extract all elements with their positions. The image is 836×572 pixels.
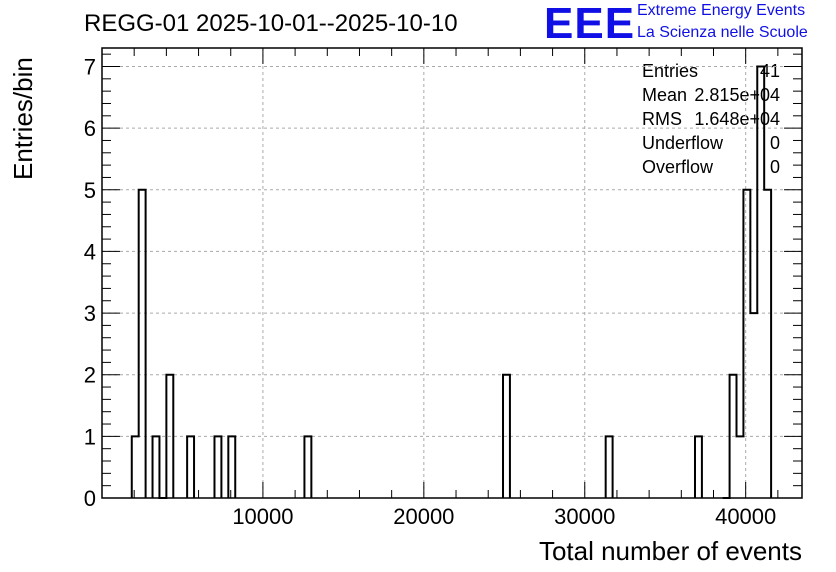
eee-logo: EEE xyxy=(544,0,636,48)
y-tick-label: 0 xyxy=(84,486,96,511)
stat-value: 2.815e+04 xyxy=(694,85,780,105)
logo-line-1: Extreme Energy Events xyxy=(637,2,806,19)
histogram-bin xyxy=(187,436,194,498)
y-tick-label: 2 xyxy=(84,363,96,388)
y-tick-label: 5 xyxy=(84,178,96,203)
y-axis-label: Entries/bin xyxy=(8,57,38,180)
histogram-bars xyxy=(130,65,773,499)
x-tick-label: 10000 xyxy=(232,504,293,529)
stat-name: Mean xyxy=(642,85,688,105)
y-tick-label: 4 xyxy=(84,239,96,264)
histogram-bin xyxy=(228,436,235,498)
stat-row-rms: RMS 1.648e+04 xyxy=(642,108,780,132)
stat-value: 1.648e+04 xyxy=(694,109,780,129)
histogram-bin xyxy=(153,436,160,498)
y-tick-label: 7 xyxy=(84,54,96,79)
histogram-bin xyxy=(606,436,613,498)
logo-line-2: La Scienza nelle Scuole xyxy=(637,24,808,41)
histogram-outline xyxy=(130,65,773,499)
histogram-bin xyxy=(757,66,764,498)
histogram-bin xyxy=(214,436,221,498)
axes: 10000 20000 30000 40000 0 1 2 3 4 5 6 7 xyxy=(84,47,803,529)
histogram-bin xyxy=(764,190,771,498)
plot-frame xyxy=(101,47,803,499)
histogram-bin xyxy=(132,436,139,498)
histogram-bin xyxy=(304,436,311,498)
y-tick-label: 3 xyxy=(84,301,96,326)
histogram-bin xyxy=(743,190,750,498)
stat-name: Overflow xyxy=(642,157,714,177)
histogram-bin xyxy=(695,436,702,498)
x-tick-label: 40000 xyxy=(715,504,776,529)
stat-value: 0 xyxy=(769,157,780,177)
stat-value: 0 xyxy=(769,133,780,153)
y-tick-label: 6 xyxy=(84,116,96,141)
histogram-bin xyxy=(750,313,757,498)
stat-row-mean: Mean 2.815e+04 xyxy=(642,84,780,108)
stat-row-overflow: Overflow 0 xyxy=(642,156,780,180)
stat-row-underflow: Underflow 0 xyxy=(642,132,780,156)
stat-name: RMS xyxy=(642,109,682,129)
x-tick-label: 30000 xyxy=(554,504,615,529)
stat-name: Underflow xyxy=(642,133,724,153)
chart-title: REGG-01 2025-10-01--2025-10-10 xyxy=(84,10,458,37)
x-axis-label: Total number of events xyxy=(538,536,802,566)
histogram-bin xyxy=(139,190,146,498)
y-tick-label: 1 xyxy=(84,424,96,449)
x-tick-label: 20000 xyxy=(393,504,454,529)
histogram-bin xyxy=(737,436,744,498)
grid xyxy=(102,48,802,498)
